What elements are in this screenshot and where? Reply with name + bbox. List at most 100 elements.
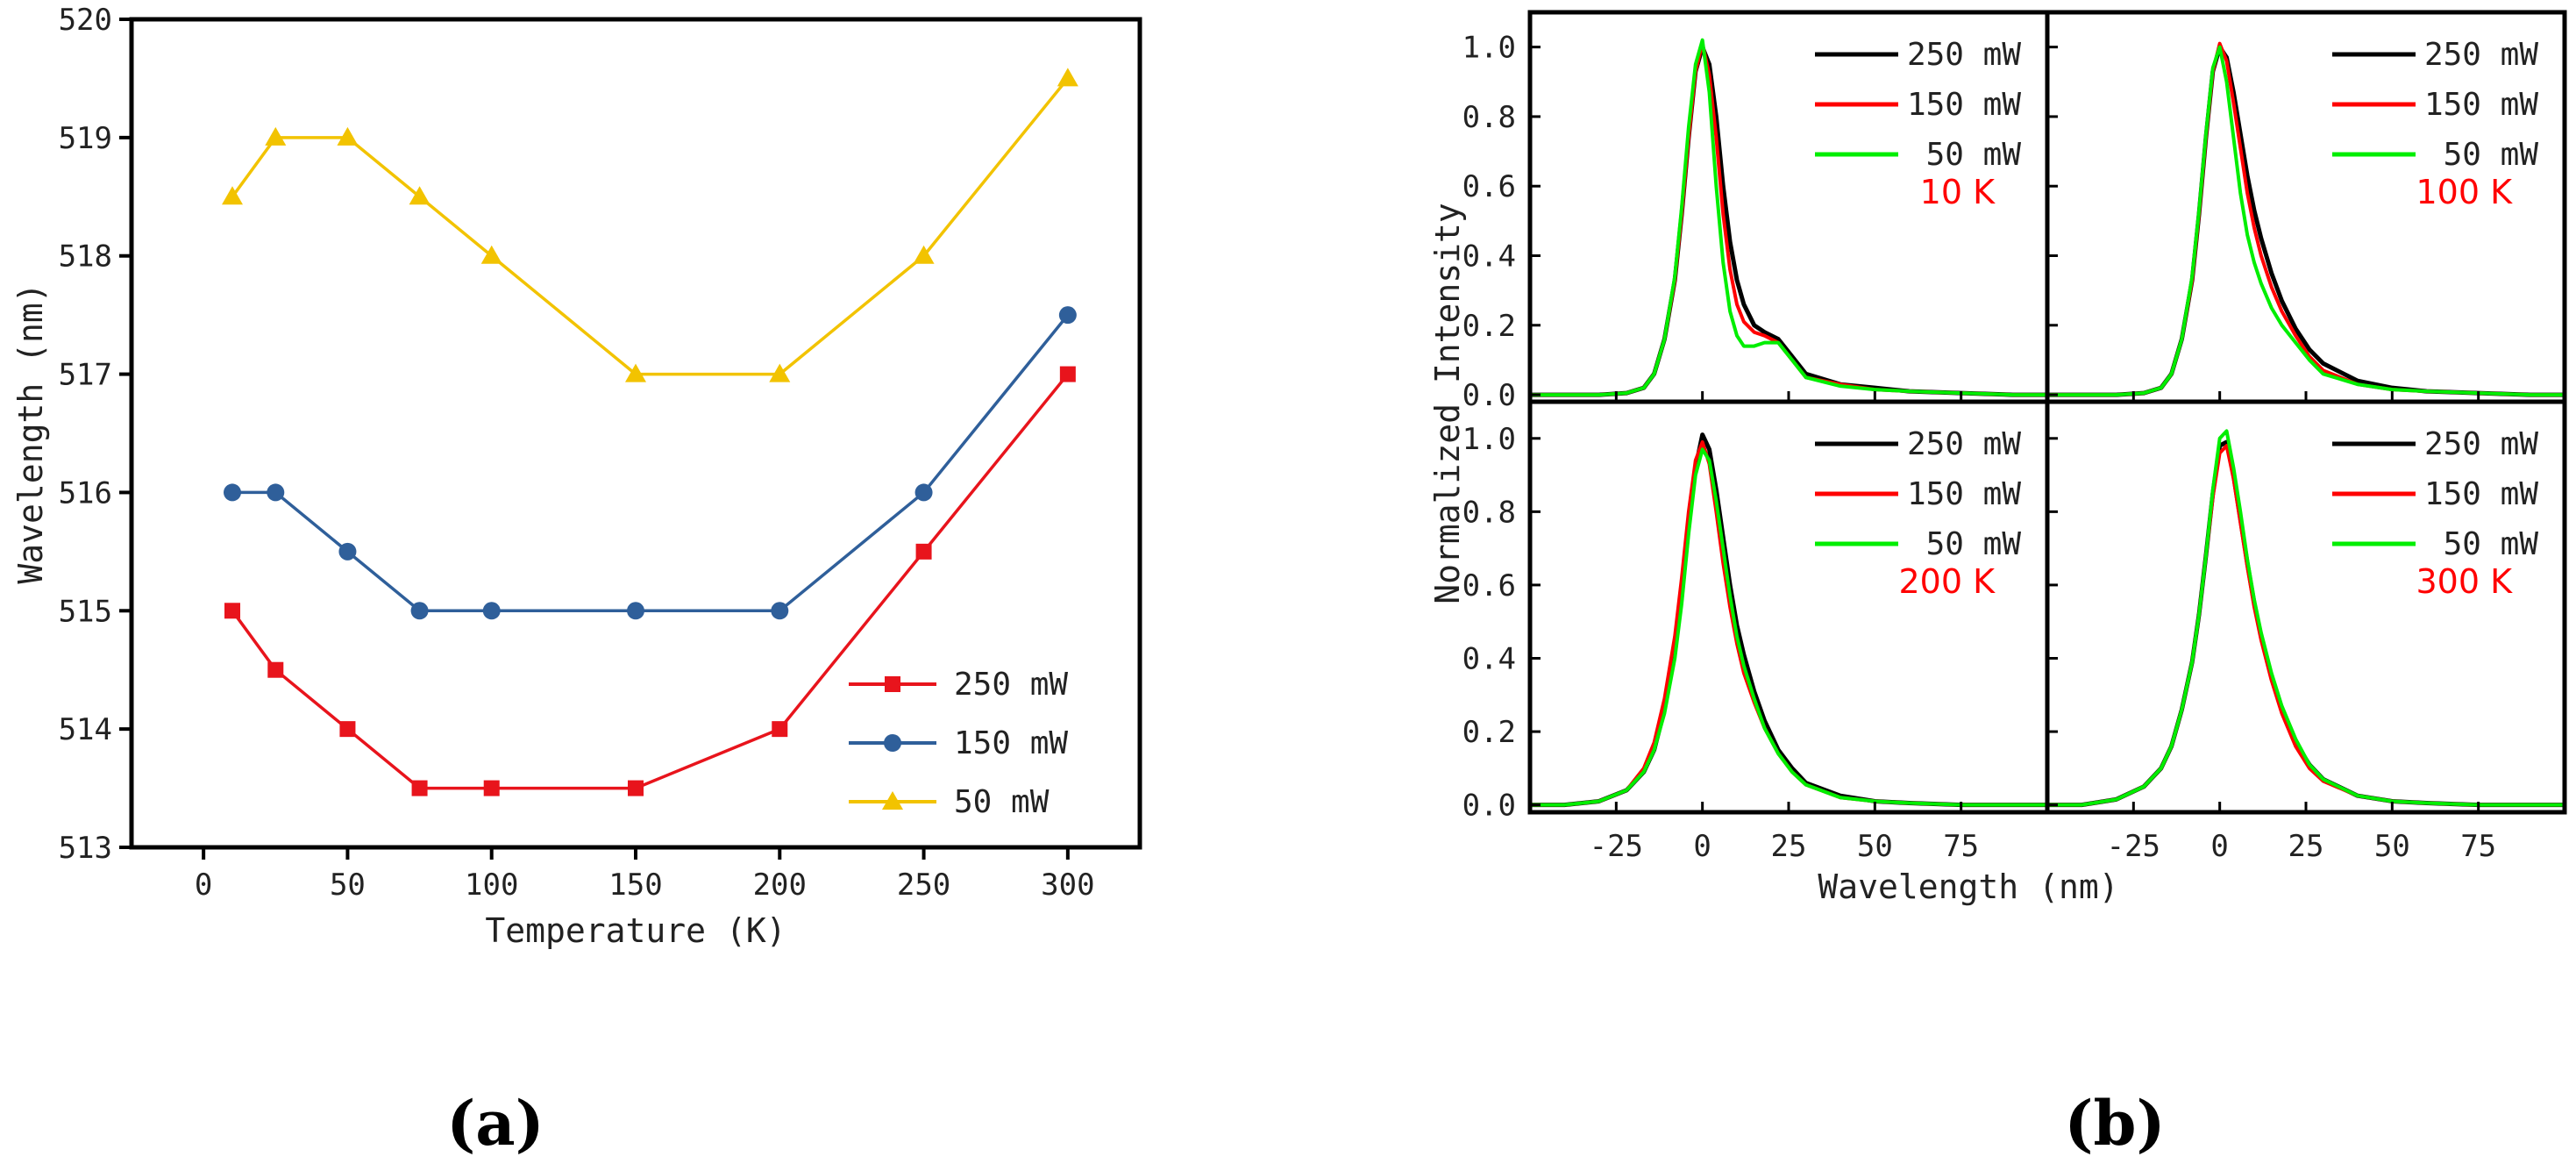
chart-b-y-tick-label: 0.6: [1462, 568, 1516, 603]
chart-b-y-tick-label: 0.2: [1462, 715, 1516, 750]
chart-a-y-tick-label: 513: [59, 831, 112, 866]
chart-a-data-point: [625, 363, 646, 382]
chart-b-legend-label: 250 mW: [2424, 426, 2538, 462]
chart-b-temperature-label: 200 K: [1898, 562, 1996, 601]
chart-b-series-line: [2047, 45, 2565, 397]
chart-b-y-tick-label: 0.4: [1462, 239, 1516, 275]
chart-a-x-tick-label: 100: [465, 868, 518, 903]
chart-a-data-point: [480, 245, 502, 264]
chart-a-series-group: [222, 68, 1078, 796]
chart-b-legend-label: 150 mW: [1907, 476, 2021, 512]
chart-b-temperature-label: 10 K: [1920, 173, 1996, 211]
chart-a-data-point: [224, 603, 240, 619]
chart-a-data-point: [337, 126, 359, 146]
chart-a-data-point: [267, 483, 285, 502]
chart-a-y-tick-label: 518: [59, 239, 112, 275]
chart-a-data-point: [338, 542, 357, 561]
chart-b-y-tick-label: 1.0: [1462, 31, 1516, 66]
chart-b-y-tick-label: 0.8: [1462, 100, 1516, 135]
chart-a-x-tick-label: 300: [1041, 868, 1094, 903]
chart-a: 0 50 100 150 200 250 300 513 514 515 516 517 518 519 5…: [11, 3, 1142, 1160]
chart-b-x-tick-label: 75: [1943, 829, 1979, 864]
chart-b-legend-label: 150 mW: [2424, 87, 2538, 123]
chart-b-x-tick-label: 25: [2288, 829, 2324, 864]
chart-a-panel-label: (a): [446, 1087, 544, 1160]
chart-b-x-tick-label: 50: [2374, 829, 2410, 864]
chart-a-y-tick-label: 515: [59, 594, 112, 629]
chart-a-data-point: [339, 721, 356, 738]
chart-b-legend-label: 250 mW: [1907, 426, 2021, 462]
chart-b-series-line: [1530, 447, 2047, 807]
chart-a-legend-label: 150 mW: [954, 725, 1068, 761]
chart-a-x-tick-label: 50: [330, 868, 366, 903]
chart-b-y-tick-label: 0.2: [1462, 309, 1516, 344]
chart-a-data-point: [627, 602, 644, 620]
chart-b-legend-label: 50 mW: [1926, 137, 2022, 173]
chart-b-panel-label: (b): [2064, 1087, 2165, 1160]
chart-b-x-tick-label: 0: [1693, 829, 1711, 864]
chart-a-data-point: [222, 186, 243, 205]
chart-b-temperature-label: 100 K: [2416, 173, 2513, 211]
chart-b-x-tick-label: 25: [1771, 829, 1807, 864]
chart-a-data-point: [265, 126, 287, 146]
chart-a-data-point: [1059, 366, 1076, 382]
chart-a-data-point: [769, 363, 791, 382]
chart-b-x-tick-label: -25: [2107, 829, 2160, 864]
chart-a-data-point: [409, 186, 431, 205]
chart-a-series-line: [232, 314, 1070, 613]
chart-b-legend-label: 150 mW: [2424, 476, 2538, 512]
chart-a-legend: 250 mW 150 mW 50 mW: [849, 667, 1068, 820]
chart-a-data-point: [1057, 68, 1078, 87]
chart-b-y-tick-label: 0.0: [1462, 378, 1516, 413]
chart-a-data-point: [914, 483, 933, 502]
chart-a-x-axis-label: Temperature (K): [485, 911, 786, 950]
chart-a-x-tick-label: 0: [195, 868, 212, 903]
chart-a-y-tick-label: 517: [59, 358, 112, 393]
chart-a-data-point: [771, 602, 789, 620]
chart-a-data-point: [411, 780, 428, 796]
chart-b-series-line: [2047, 429, 2565, 807]
chart-a-data-point: [410, 602, 429, 620]
chart-a-data-point: [224, 483, 241, 502]
chart-a-x-tick-label: 200: [753, 868, 807, 903]
chart-b-x-tick-label: 50: [1857, 829, 1893, 864]
chart-a-legend-marker: [884, 734, 901, 752]
chart-a-series-line: [231, 373, 1070, 790]
chart-b-legend-label: 150 mW: [1907, 87, 2021, 123]
chart-b-x-axis-label: Wavelength (nm): [1818, 868, 2118, 906]
chart-a-data-point: [772, 721, 788, 738]
chart-b-subplot: 0.0 0.2 0.4 0.6 0.8 1.0 -25 0 25 50 75 250 mW 150 mW…: [1462, 399, 2050, 864]
chart-a-y-tick-label: 516: [59, 475, 112, 511]
chart-a-legend-label: 50 mW: [954, 784, 1050, 820]
chart-b-frame: [1527, 399, 2050, 815]
chart-b-legend-label: 50 mW: [2444, 526, 2539, 562]
chart-b-y-tick-label: 1.0: [1462, 422, 1516, 457]
chart-b-x-tick-label: 75: [2460, 829, 2496, 864]
chart-b-y-tick-label: 0.0: [1462, 789, 1516, 824]
chart-a-y-tick-label: 520: [59, 3, 112, 38]
chart-b-x-tick-label: 0: [2210, 829, 2228, 864]
chart-a-y-tick-label: 514: [59, 712, 112, 747]
chart-a-legend-marker: [885, 676, 900, 692]
chart-b-series-line: [1530, 38, 2047, 397]
chart-b-legend-label: 250 mW: [2424, 37, 2538, 73]
chart-a-series-line: [231, 77, 1070, 376]
chart-b-y-axis-label: Normalized Intensity: [1428, 203, 1467, 604]
chart-b-y-tick-label: 0.4: [1462, 642, 1516, 677]
chart-a-data-point: [915, 543, 932, 560]
chart-a-legend-marker: [882, 791, 903, 810]
chart-a-data-point: [1058, 306, 1077, 325]
chart-b-temperature-label: 300 K: [2416, 562, 2513, 601]
chart-a-plot-area: 0 50 100 150 200 250 300 513 514 515 516 517 518 519 5…: [59, 3, 1142, 903]
chart-b-y-tick-label: 0.6: [1462, 169, 1516, 204]
chart-b-legend-label: 50 mW: [2444, 137, 2539, 173]
chart-b-legend-label: 250 mW: [1907, 37, 2021, 73]
chart-a-data-point: [628, 780, 644, 796]
chart-b-y-tick-label: 0.8: [1462, 495, 1516, 530]
